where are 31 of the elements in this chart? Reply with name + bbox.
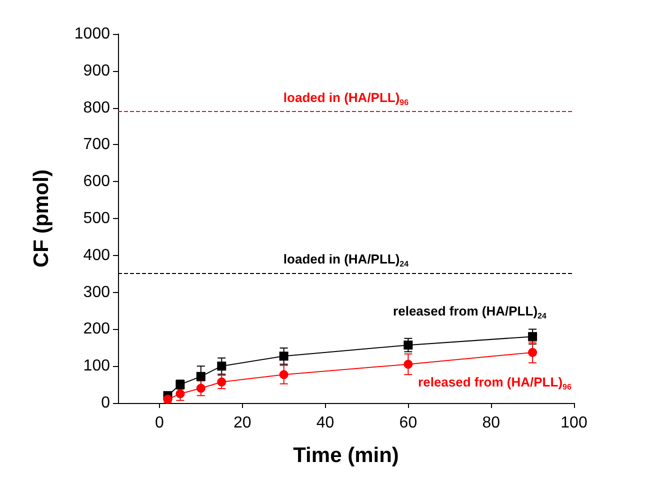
point xyxy=(404,360,413,369)
point xyxy=(196,372,206,381)
y-tick-label: 1000 xyxy=(74,26,110,42)
y-tick-label: 500 xyxy=(83,210,110,227)
point xyxy=(279,370,288,380)
y-tick-label: 0 xyxy=(101,394,110,412)
y-tick-label: 200 xyxy=(83,320,110,338)
x-tick-label: 80 xyxy=(482,414,500,432)
point xyxy=(176,389,185,398)
point xyxy=(528,332,538,342)
y-tick-label: 300 xyxy=(83,284,110,301)
x-axis-title: Time (min) xyxy=(293,444,399,467)
x-tick-label: 20 xyxy=(233,414,252,432)
x-tick-label: 100 xyxy=(560,414,588,432)
y-tick-label: 900 xyxy=(83,62,110,80)
y-tick-label: 600 xyxy=(83,173,110,190)
point xyxy=(196,384,206,393)
y-axis-title: CF (pmol) xyxy=(30,170,53,268)
point xyxy=(217,362,226,371)
x-tick-label: 60 xyxy=(399,414,418,432)
point xyxy=(217,377,226,386)
y-tick-label: 100 xyxy=(83,358,110,375)
y-tick-label: 400 xyxy=(83,246,110,264)
point xyxy=(279,352,288,361)
point xyxy=(404,340,413,350)
x-tick-label: 40 xyxy=(316,414,334,432)
x-tick-label: 0 xyxy=(155,414,164,432)
point xyxy=(163,394,172,404)
y-tick-label: 800 xyxy=(83,99,110,116)
y-tick-label: 700 xyxy=(83,136,110,154)
point xyxy=(528,348,538,357)
